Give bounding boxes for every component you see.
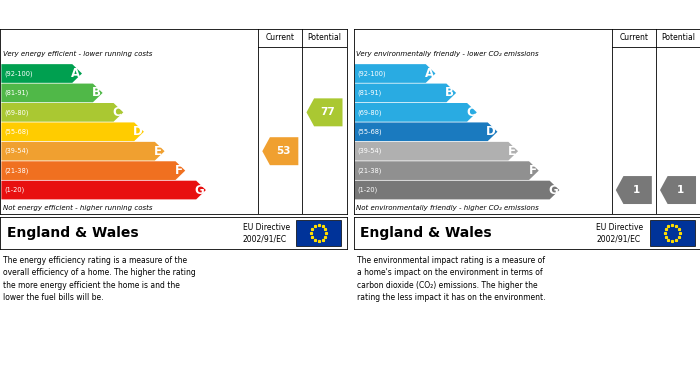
Text: Not environmentally friendly - higher CO₂ emissions: Not environmentally friendly - higher CO… bbox=[356, 205, 539, 211]
Text: 77: 77 bbox=[320, 108, 335, 117]
Text: (81-91): (81-91) bbox=[4, 90, 29, 96]
Polygon shape bbox=[1, 64, 82, 83]
Text: Current: Current bbox=[620, 33, 648, 42]
Text: (92-100): (92-100) bbox=[4, 70, 33, 77]
Text: (92-100): (92-100) bbox=[358, 70, 386, 77]
Text: B: B bbox=[445, 86, 454, 99]
Text: A: A bbox=[425, 67, 434, 80]
Text: (69-80): (69-80) bbox=[4, 109, 29, 116]
Text: Potential: Potential bbox=[307, 33, 342, 42]
Polygon shape bbox=[355, 122, 498, 141]
Text: Very energy efficient - lower running costs: Very energy efficient - lower running co… bbox=[3, 50, 152, 57]
Polygon shape bbox=[1, 142, 164, 161]
Text: A: A bbox=[71, 67, 80, 80]
Polygon shape bbox=[1, 161, 186, 180]
Text: (55-68): (55-68) bbox=[4, 129, 29, 135]
Polygon shape bbox=[355, 142, 518, 161]
Text: England & Wales: England & Wales bbox=[7, 226, 139, 240]
Text: 1: 1 bbox=[633, 185, 640, 195]
Text: The environmental impact rating is a measure of
a home's impact on the environme: The environmental impact rating is a mea… bbox=[357, 256, 545, 302]
Text: 1: 1 bbox=[677, 185, 685, 195]
Text: Very environmentally friendly - lower CO₂ emissions: Very environmentally friendly - lower CO… bbox=[356, 50, 539, 57]
Polygon shape bbox=[1, 84, 103, 102]
Text: Current: Current bbox=[266, 33, 295, 42]
Text: (39-54): (39-54) bbox=[358, 148, 382, 154]
Polygon shape bbox=[355, 84, 456, 102]
Bar bbox=[650, 220, 695, 246]
Text: (1-20): (1-20) bbox=[358, 187, 378, 193]
Text: E: E bbox=[508, 145, 516, 158]
Text: G: G bbox=[548, 183, 558, 197]
Polygon shape bbox=[307, 99, 342, 126]
Text: 53: 53 bbox=[276, 146, 290, 156]
Polygon shape bbox=[616, 176, 652, 204]
Text: D: D bbox=[133, 125, 143, 138]
Text: (21-38): (21-38) bbox=[358, 167, 382, 174]
Text: Potential: Potential bbox=[661, 33, 695, 42]
Polygon shape bbox=[355, 64, 435, 83]
Polygon shape bbox=[262, 137, 298, 165]
Text: England & Wales: England & Wales bbox=[360, 226, 492, 240]
Polygon shape bbox=[355, 181, 559, 199]
Text: F: F bbox=[175, 164, 183, 177]
Polygon shape bbox=[355, 161, 539, 180]
Text: D: D bbox=[486, 125, 496, 138]
Text: Energy Efficiency Rating: Energy Efficiency Rating bbox=[5, 8, 149, 18]
Text: F: F bbox=[528, 164, 536, 177]
Text: Not energy efficient - higher running costs: Not energy efficient - higher running co… bbox=[3, 205, 153, 211]
Polygon shape bbox=[1, 103, 123, 122]
Text: C: C bbox=[113, 106, 121, 119]
Text: (69-80): (69-80) bbox=[358, 109, 382, 116]
Polygon shape bbox=[355, 103, 477, 122]
Text: (55-68): (55-68) bbox=[358, 129, 382, 135]
Text: (81-91): (81-91) bbox=[358, 90, 382, 96]
Text: The energy efficiency rating is a measure of the
overall efficiency of a home. T: The energy efficiency rating is a measur… bbox=[4, 256, 196, 302]
Text: G: G bbox=[195, 183, 204, 197]
Text: C: C bbox=[466, 106, 475, 119]
Polygon shape bbox=[1, 181, 206, 199]
Polygon shape bbox=[1, 122, 144, 141]
Text: (39-54): (39-54) bbox=[4, 148, 29, 154]
Polygon shape bbox=[660, 176, 696, 204]
Text: (21-38): (21-38) bbox=[4, 167, 29, 174]
Text: EU Directive
2002/91/EC: EU Directive 2002/91/EC bbox=[596, 222, 643, 244]
Text: Environmental Impact (CO₂) Rating: Environmental Impact (CO₂) Rating bbox=[358, 8, 565, 18]
Text: E: E bbox=[154, 145, 162, 158]
Bar bbox=[296, 220, 342, 246]
Text: (1-20): (1-20) bbox=[4, 187, 25, 193]
Text: B: B bbox=[92, 86, 101, 99]
Text: EU Directive
2002/91/EC: EU Directive 2002/91/EC bbox=[242, 222, 290, 244]
